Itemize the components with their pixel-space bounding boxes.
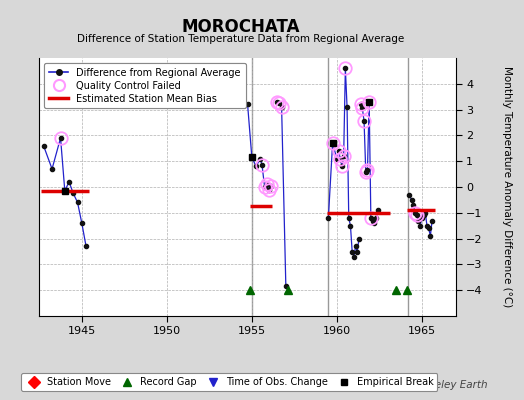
Text: Berkeley Earth: Berkeley Earth — [411, 380, 487, 390]
Legend: Difference from Regional Average, Quality Control Failed, Estimated Station Mean: Difference from Regional Average, Qualit… — [44, 63, 246, 108]
Y-axis label: Monthly Temperature Anomaly Difference (°C): Monthly Temperature Anomaly Difference (… — [502, 66, 512, 308]
Legend: Station Move, Record Gap, Time of Obs. Change, Empirical Break: Station Move, Record Gap, Time of Obs. C… — [20, 373, 438, 391]
Text: MOROCHATA: MOROCHATA — [182, 18, 300, 36]
Text: Difference of Station Temperature Data from Regional Average: Difference of Station Temperature Data f… — [78, 34, 405, 44]
